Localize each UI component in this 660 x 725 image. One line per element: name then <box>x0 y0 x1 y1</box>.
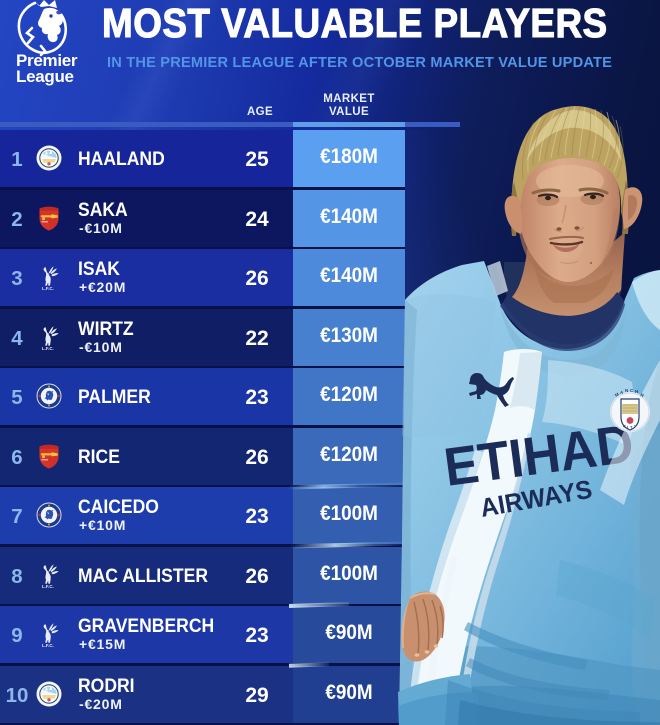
svg-text:L.F.C.: L.F.C. <box>42 346 54 350</box>
svg-text:A: A <box>620 390 624 395</box>
svg-text:H: H <box>635 389 638 394</box>
svg-text:R: R <box>640 392 646 398</box>
svg-text:N: N <box>625 388 628 393</box>
svg-text:L.F.C.: L.F.C. <box>42 643 54 647</box>
svg-text:L.F.C.: L.F.C. <box>42 584 54 588</box>
svg-text:Y: Y <box>634 424 637 429</box>
svg-text:M: M <box>614 392 620 398</box>
svg-text:L.F.C.: L.F.C. <box>42 286 54 290</box>
svg-text:C: C <box>630 388 634 393</box>
svg-text:I: I <box>627 425 628 430</box>
svg-text:C: C <box>623 424 626 429</box>
svg-text:T: T <box>630 425 633 430</box>
